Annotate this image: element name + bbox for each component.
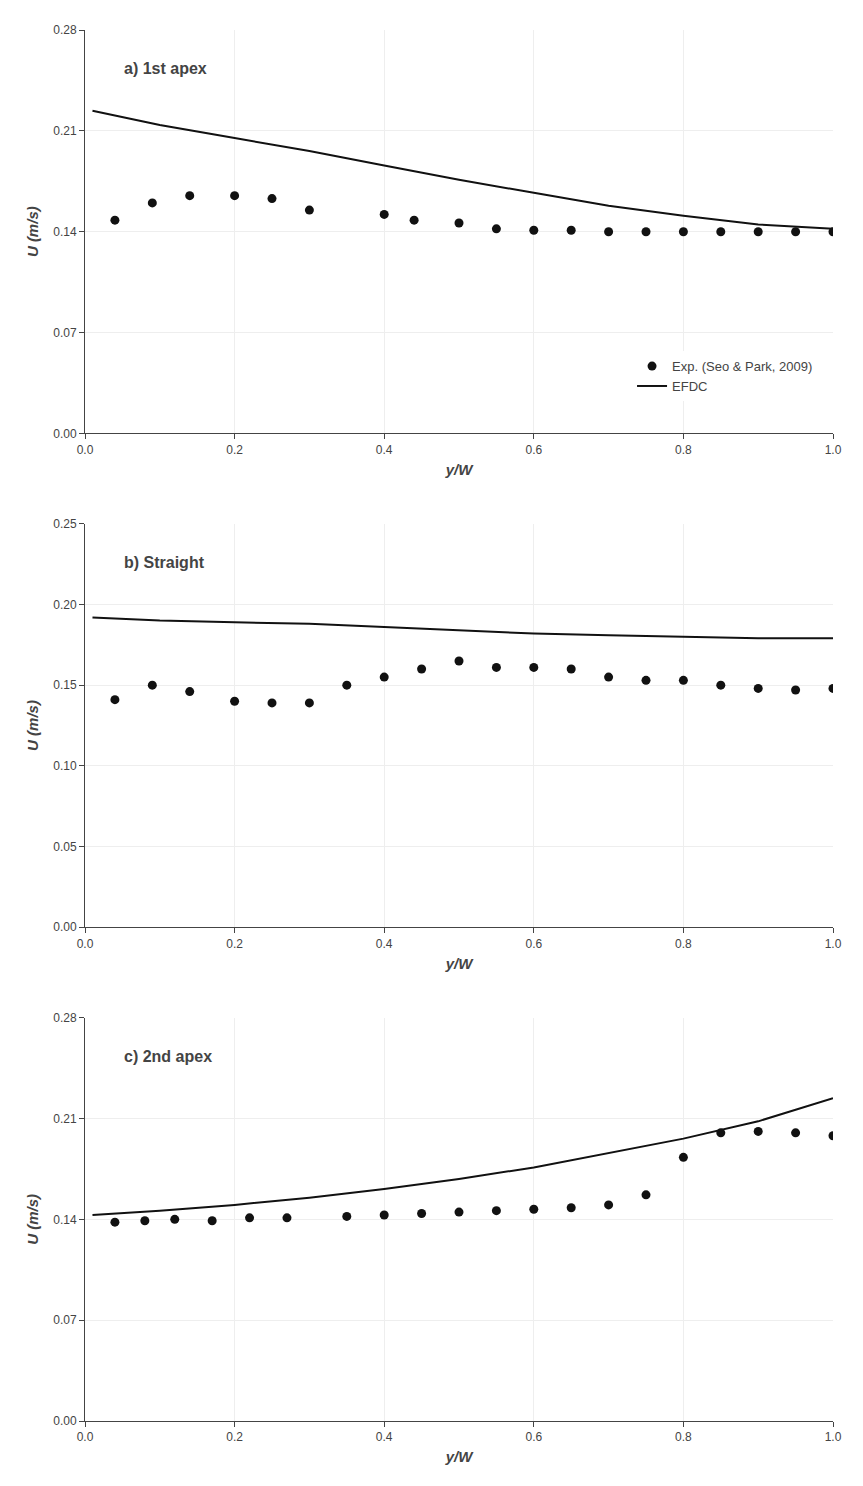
svg-text:y/W: y/W xyxy=(445,955,475,972)
svg-text:0.14: 0.14 xyxy=(53,225,77,239)
svg-text:0.00: 0.00 xyxy=(53,427,77,441)
svg-text:0.21: 0.21 xyxy=(53,124,77,138)
svg-text:0.4: 0.4 xyxy=(376,443,393,457)
svg-text:0.14: 0.14 xyxy=(53,1213,77,1227)
svg-text:0.07: 0.07 xyxy=(53,1313,77,1327)
svg-text:0.8: 0.8 xyxy=(675,443,692,457)
svg-text:EFDC: EFDC xyxy=(672,379,707,394)
svg-text:0.25: 0.25 xyxy=(53,517,77,531)
svg-text:U (m/s): U (m/s) xyxy=(24,1194,41,1245)
svg-text:0.8: 0.8 xyxy=(675,1430,692,1444)
svg-text:0.28: 0.28 xyxy=(53,23,77,37)
svg-text:0.6: 0.6 xyxy=(525,937,542,951)
svg-text:0.15: 0.15 xyxy=(53,678,77,692)
svg-text:0.2: 0.2 xyxy=(226,443,243,457)
svg-text:0.0: 0.0 xyxy=(77,937,94,951)
svg-text:0.28: 0.28 xyxy=(53,1011,77,1025)
svg-text:b) Straight: b) Straight xyxy=(124,554,205,571)
svg-text:0.2: 0.2 xyxy=(226,1430,243,1444)
svg-text:0.0: 0.0 xyxy=(77,1430,94,1444)
svg-text:0.10: 0.10 xyxy=(53,759,77,773)
svg-text:0.4: 0.4 xyxy=(376,937,393,951)
svg-text:0.07: 0.07 xyxy=(53,326,77,340)
svg-text:1.0: 1.0 xyxy=(825,937,842,951)
svg-text:0.05: 0.05 xyxy=(53,840,77,854)
svg-text:0.00: 0.00 xyxy=(53,1414,77,1428)
svg-text:c) 2nd apex: c) 2nd apex xyxy=(124,1048,212,1065)
svg-text:0.4: 0.4 xyxy=(376,1430,393,1444)
svg-text:Exp. (Seo & Park, 2009): Exp. (Seo & Park, 2009) xyxy=(672,359,812,374)
svg-text:y/W: y/W xyxy=(445,461,475,478)
svg-text:0.00: 0.00 xyxy=(53,920,77,934)
svg-text:0.6: 0.6 xyxy=(525,443,542,457)
svg-text:1.0: 1.0 xyxy=(825,443,842,457)
svg-text:0.20: 0.20 xyxy=(53,598,77,612)
svg-text:U (m/s): U (m/s) xyxy=(24,700,41,751)
svg-text:0.6: 0.6 xyxy=(525,1430,542,1444)
svg-text:0.8: 0.8 xyxy=(675,937,692,951)
svg-text:0.21: 0.21 xyxy=(53,1112,77,1126)
svg-text:U (m/s): U (m/s) xyxy=(24,206,41,257)
svg-text:y/W: y/W xyxy=(445,1448,475,1465)
svg-text:0.0: 0.0 xyxy=(77,443,94,457)
svg-text:a) 1st apex: a) 1st apex xyxy=(124,60,207,77)
svg-text:1.0: 1.0 xyxy=(825,1430,842,1444)
svg-text:0.2: 0.2 xyxy=(226,937,243,951)
